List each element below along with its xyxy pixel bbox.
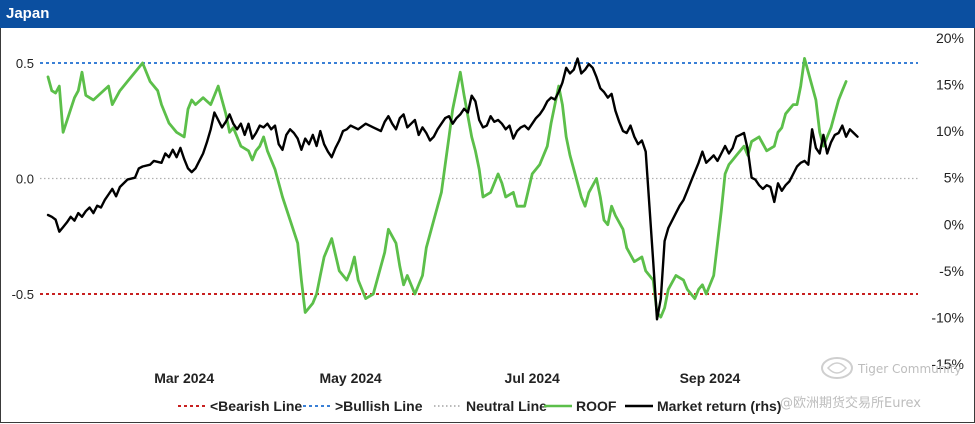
legend-label-3: ROOF bbox=[576, 398, 617, 414]
right-tick-label: 5% bbox=[944, 170, 964, 186]
legend-label-4: Market return (rhs) bbox=[657, 398, 781, 414]
legend-label-1: >Bullish Line bbox=[335, 398, 423, 414]
left-tick-label: 0.5 bbox=[16, 56, 34, 71]
legend-label-0: <Bearish Line bbox=[210, 398, 302, 414]
left-tick-label: 0.0 bbox=[16, 172, 34, 187]
x-axis: Mar 2024 May 2024 Jul 2024 Sep 2024 bbox=[154, 370, 740, 386]
right-tick-label: 10% bbox=[936, 123, 964, 139]
right-tick-label: 20% bbox=[936, 30, 964, 46]
right-axis: 20% 15% 10% 5% 0% -5% -10% -15% bbox=[931, 30, 964, 372]
chart-title: Japan bbox=[0, 0, 975, 28]
right-tick-label: -10% bbox=[931, 309, 964, 325]
right-tick-label: -15% bbox=[931, 356, 964, 372]
reference-lines bbox=[40, 62, 918, 295]
x-tick-label: Sep 2024 bbox=[680, 370, 741, 386]
right-tick-label: 15% bbox=[936, 77, 964, 93]
x-tick-label: Jul 2024 bbox=[505, 370, 560, 386]
x-tick-label: May 2024 bbox=[319, 370, 381, 386]
watermark-community: Tiger Community bbox=[858, 362, 962, 376]
watermark-source: @欧洲期货交易所Eurex bbox=[780, 396, 921, 411]
left-axis: 0.5 0.0 -0.5 bbox=[12, 56, 34, 302]
legend: <Bearish Line >Bullish Line Neutral Line RO… bbox=[178, 398, 781, 414]
right-tick-label: 0% bbox=[944, 216, 964, 232]
right-tick-label: -5% bbox=[939, 263, 964, 279]
series-line-1 bbox=[46, 57, 859, 321]
left-tick-label: -0.5 bbox=[12, 287, 34, 302]
series-layer bbox=[46, 57, 859, 321]
tiger-logo-icon bbox=[818, 356, 856, 380]
legend-label-2: Neutral Line bbox=[466, 398, 547, 414]
x-tick-label: Mar 2024 bbox=[154, 370, 214, 386]
series-line-0 bbox=[46, 57, 848, 319]
